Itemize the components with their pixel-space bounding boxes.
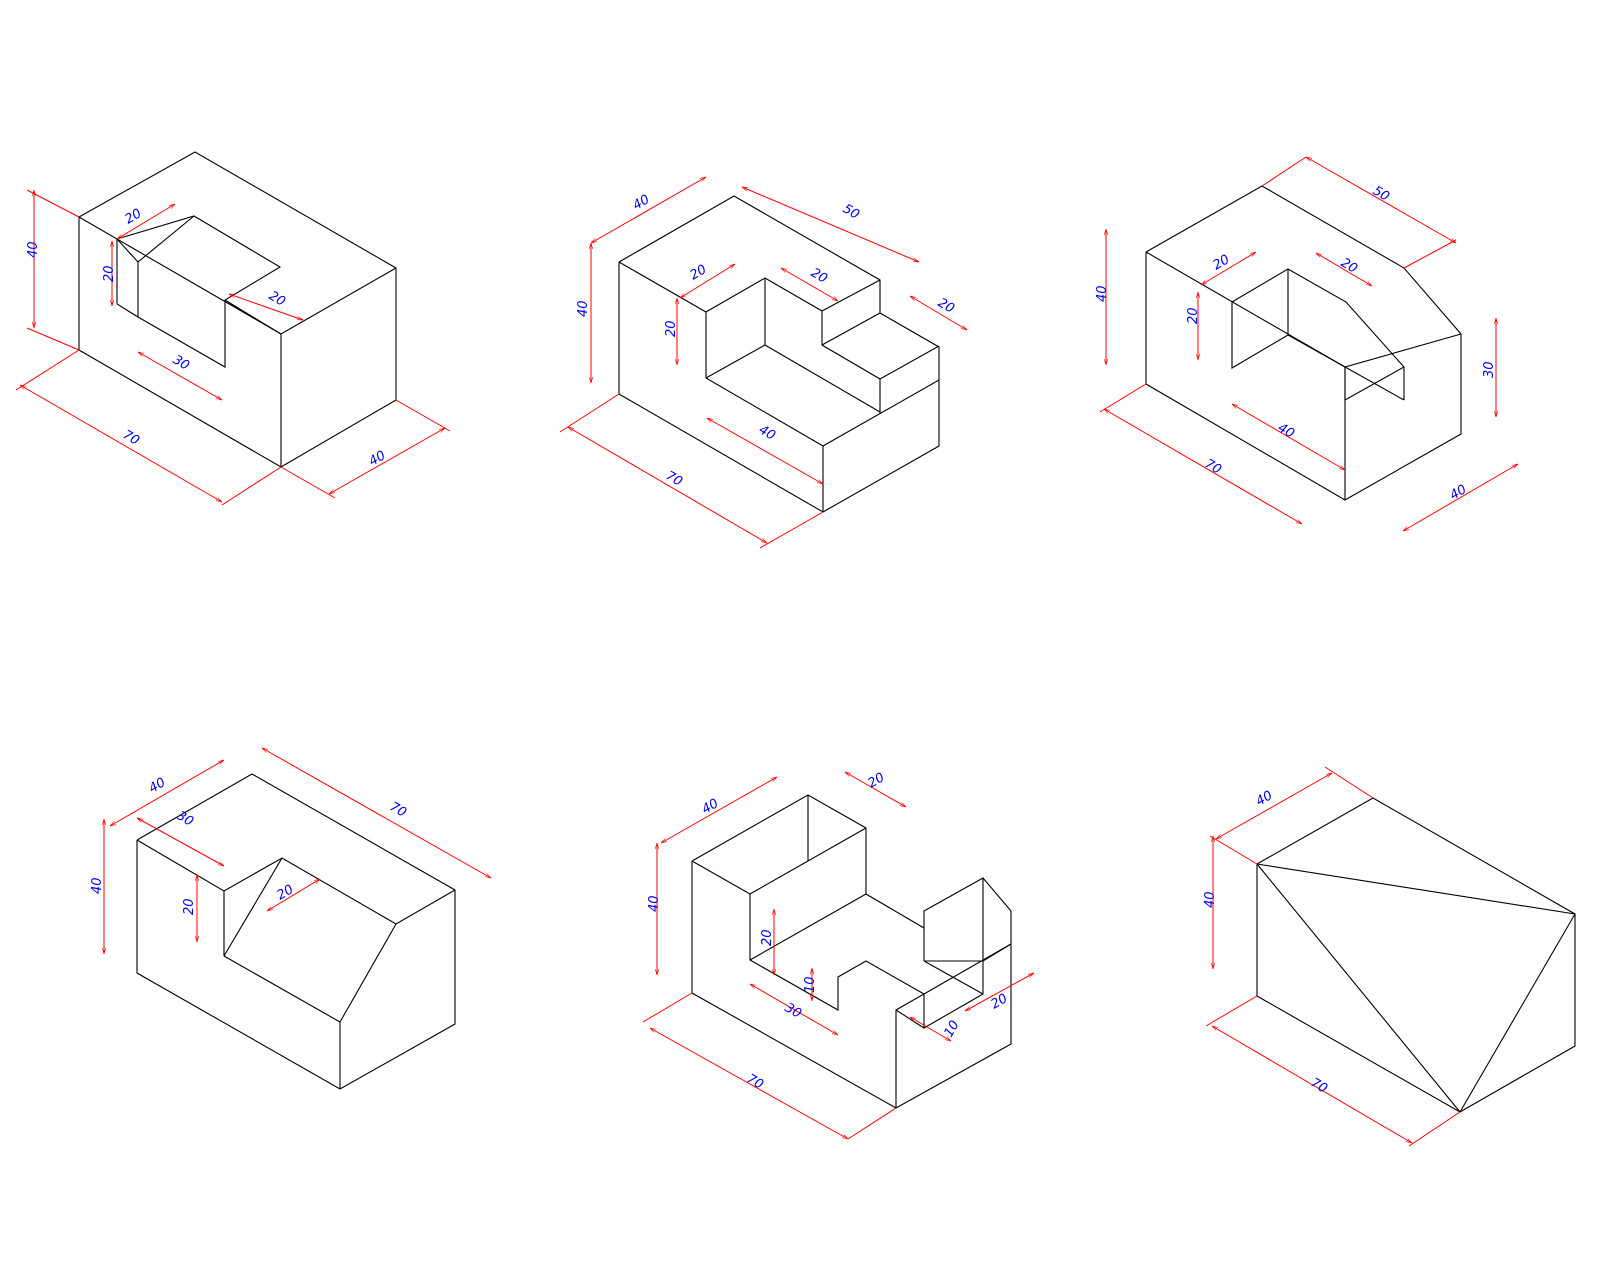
dim-label: 40 <box>1275 420 1297 441</box>
dim-label: 20 <box>266 288 288 309</box>
dim-label: 20 <box>688 262 710 283</box>
dim-label: 20 <box>1211 252 1233 273</box>
dim-label: 30 <box>174 808 196 829</box>
part-outline <box>1256 797 1576 1113</box>
dimensions: 40 20 40 20 10 30 20 10 70 <box>642 770 1034 1139</box>
dim-label: 30 <box>782 1000 804 1021</box>
dim-label: 50 <box>1370 183 1392 204</box>
dim-label: 20 <box>664 320 679 337</box>
isometric-drawing-4: 40 70 30 40 20 20 <box>90 748 491 1090</box>
dim-label: 40 <box>1203 891 1218 908</box>
dim-label: 70 <box>1202 456 1224 477</box>
isometric-drawing-1: 40 20 20 20 30 70 40 <box>15 151 451 506</box>
dim-label: 30 <box>170 352 192 373</box>
dim-label: 20 <box>866 770 888 791</box>
dim-label: 20 <box>102 265 117 282</box>
dim-label: 40 <box>26 241 41 258</box>
part-outline <box>618 195 940 513</box>
isometric-drawing-5: 40 20 40 20 10 30 20 10 70 <box>642 770 1034 1139</box>
part-outline <box>78 151 397 468</box>
dim-label: 40 <box>576 300 591 317</box>
dimensions: 40 70 30 40 20 20 <box>90 748 491 954</box>
dim-label: 20 <box>1338 255 1360 276</box>
dim-label: 20 <box>182 898 197 915</box>
dimensions: 40 40 70 <box>1203 766 1461 1147</box>
dimensions: 50 40 20 20 20 30 40 70 40 <box>1095 157 1518 531</box>
part-outline <box>691 794 1012 1109</box>
dim-label: 40 <box>90 877 105 894</box>
dim-label: 70 <box>663 468 685 489</box>
isometric-drawing-3: 50 40 20 20 20 30 40 70 40 <box>1095 157 1518 531</box>
dim-label: 70 <box>1308 1075 1330 1096</box>
dim-label: 20 <box>935 295 957 316</box>
dim-label: 10 <box>941 1018 962 1040</box>
dim-label: 20 <box>808 265 830 286</box>
dim-label: 20 <box>989 991 1011 1012</box>
dim-label: 50 <box>840 201 862 222</box>
part-outline <box>1145 185 1462 501</box>
dim-label: 70 <box>120 427 142 448</box>
dim-label: 40 <box>756 422 778 443</box>
dim-label: 20 <box>123 206 145 227</box>
dimensions: 40 50 40 20 20 20 20 40 70 <box>559 177 967 549</box>
dim-label: 20 <box>760 929 775 946</box>
dim-label: 20 <box>275 882 297 903</box>
dimensions: 40 20 20 20 30 70 40 <box>15 189 451 506</box>
dim-label: 40 <box>147 775 169 796</box>
isometric-drawing-6: 40 40 70 <box>1203 766 1576 1147</box>
dim-label: 40 <box>647 895 662 912</box>
dim-label: 40 <box>1448 482 1470 503</box>
dim-label: 10 <box>803 976 818 993</box>
isometric-drawing-2: 40 50 40 20 20 20 20 40 70 <box>559 177 967 549</box>
dim-label: 40 <box>1095 285 1110 302</box>
dim-label: 40 <box>1254 788 1276 809</box>
dim-label: 70 <box>387 799 409 820</box>
dim-label: 30 <box>1482 361 1497 378</box>
dim-label: 20 <box>1186 307 1201 324</box>
dim-label: 40 <box>631 192 653 213</box>
dim-label: 70 <box>744 1071 766 1092</box>
dim-label: 40 <box>367 448 389 469</box>
dim-label: 40 <box>700 796 722 817</box>
